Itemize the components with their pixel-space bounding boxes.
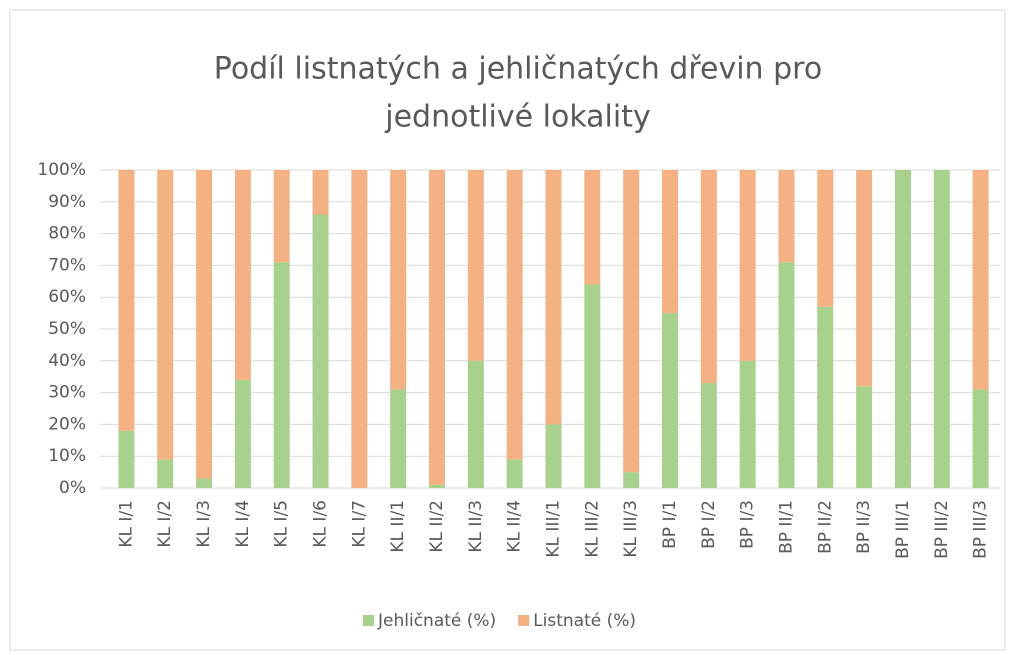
legend-swatch [518,615,530,626]
x-tick-label: KL I/4 [233,500,253,548]
x-tick-label: KL I/1 [116,500,136,548]
bar-segment [584,284,601,488]
bar-segment [118,430,135,488]
bar-segment [273,262,290,488]
y-tick-label: 60% [48,287,86,307]
x-tick-label: KL I/2 [155,500,175,548]
x-tick-label: BP I/1 [660,500,680,549]
bar-segment [972,170,989,390]
bar-segment [545,424,562,488]
x-tick-label: BP III/2 [932,500,952,559]
y-tick-label: 70% [48,255,86,275]
y-tick-label: 80% [48,224,86,244]
x-tick-label: KL I/3 [194,500,214,548]
bar-segment [506,459,523,488]
bar-segment [312,170,329,215]
x-tick-label: BP III/3 [971,500,991,559]
bar-segment [467,170,484,361]
bar-segment [467,360,484,488]
bar-segment [856,386,873,488]
bar-segment [273,170,290,263]
bar-segment [351,170,368,488]
legend-label: Listnaté (%) [533,611,636,631]
bar-segment [972,389,989,488]
bar-segment [817,170,834,307]
x-tick-label: KL III/1 [544,500,564,558]
bar-segment [700,170,717,384]
y-tick-label: 100% [37,160,86,180]
bar-segment [623,170,640,473]
x-tick-label: KL II/4 [505,500,525,553]
bar-segment [429,484,446,488]
x-tick-label: KL III/2 [582,500,602,558]
bar-segment [661,170,678,314]
x-tick-label: KL II/2 [427,500,447,553]
x-tick-label: BP II/3 [854,500,874,554]
bar-segment [545,170,562,425]
bar-segment [506,170,523,460]
y-tick-label: 10% [48,446,86,466]
y-tick-label: 50% [48,319,86,339]
y-tick-label: 40% [48,351,86,371]
y-tick-label: 0% [59,478,86,498]
bar-segment [234,379,251,488]
bar-segment [390,389,407,488]
y-tick-label: 90% [48,192,86,212]
bar-segment [933,170,950,488]
bar-segment [234,170,251,380]
bar-segment [118,170,135,431]
bar-segment [312,214,329,488]
legend-swatch [363,615,374,626]
bar-segment [739,170,756,361]
legend-label: Jehličnaté (%) [377,611,496,631]
y-tick-label: 20% [48,414,86,434]
y-tick-label: 30% [48,383,86,403]
bar-segment [700,383,717,488]
bar-segment [584,170,601,285]
x-tick-label: KL I/7 [349,500,369,548]
x-tick-label: KL II/3 [466,500,486,553]
x-tick-label: KL III/3 [621,500,641,558]
x-tick-label: BP III/1 [893,500,913,559]
x-tick-label: KL II/1 [388,500,408,553]
bar-segment [739,360,756,488]
bar-segment [429,170,446,485]
bar-segment [196,478,213,488]
bar-segment [661,313,678,488]
bar-segment [778,262,795,488]
bar-segment [157,459,174,488]
chart-title: Podíl listnatých a jehličnatých dřevin p… [214,52,822,87]
bar-segment [856,170,873,387]
bar-segment [778,170,795,263]
x-tick-label: BP I/3 [738,500,758,549]
x-tick-label: BP I/2 [699,500,719,549]
chart-title: jednotlivé lokality [384,100,651,135]
bar-segment [390,170,407,390]
x-tick-label: KL I/5 [272,500,292,548]
bar-segment [157,170,174,460]
bar-segment [196,170,213,479]
x-tick-label: BP II/1 [776,500,796,554]
bar-segment [894,170,911,488]
bar-segment [817,306,834,488]
x-tick-label: KL I/6 [311,500,331,548]
x-tick-label: BP II/2 [815,500,835,554]
bar-segment [623,472,640,488]
